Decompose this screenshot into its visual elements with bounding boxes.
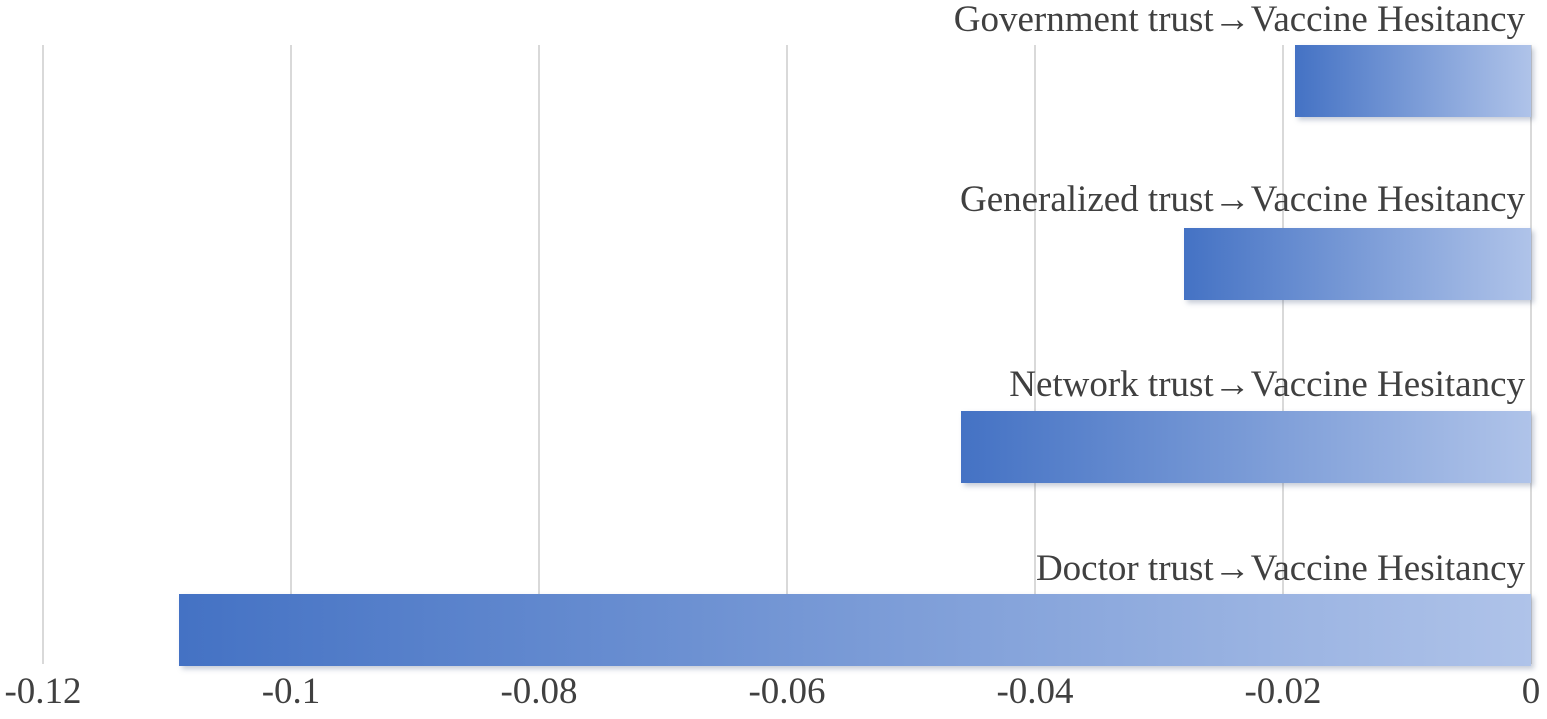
x-tick-label-0: 0 (1521, 671, 1541, 712)
x-tick-label--0.08: -0.08 (500, 671, 578, 712)
x-tick-label--0.04: -0.04 (996, 671, 1074, 712)
gridline-0 (1530, 45, 1532, 664)
x-tick-label--0.1: -0.1 (261, 671, 321, 712)
gridline--0.1 (290, 45, 292, 664)
x-tick-label--0.12: -0.12 (4, 671, 82, 712)
bar-3 (179, 594, 1531, 666)
gridline--0.02 (1282, 45, 1284, 664)
category-label-0: Government trust→Vaccine Hesitancy (953, 0, 1525, 40)
gridline--0.12 (42, 45, 44, 664)
category-label-3: Doctor trust→Vaccine Hesitancy (1035, 548, 1525, 589)
category-label-2: Network trust→Vaccine Hesitancy (1009, 364, 1525, 405)
bar-0 (1295, 45, 1531, 117)
category-label-1: Generalized trust→Vaccine Hesitancy (959, 179, 1525, 220)
x-tick-label--0.06: -0.06 (748, 671, 826, 712)
bar-1 (1183, 228, 1531, 300)
gridline--0.04 (1034, 45, 1036, 664)
gridline--0.06 (786, 45, 788, 664)
x-tick-label--0.02: -0.02 (1244, 671, 1322, 712)
gridline--0.08 (538, 45, 540, 664)
bar-2 (960, 411, 1531, 483)
